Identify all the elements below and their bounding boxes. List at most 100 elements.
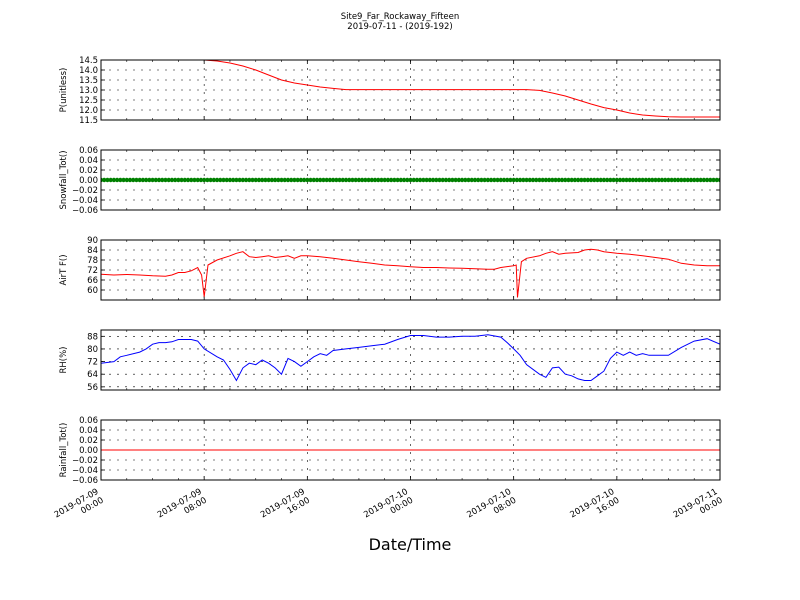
snowfall-point <box>446 177 452 183</box>
panel-4: −0.06−0.04−0.020.000.020.040.06 Rainfall_… <box>59 416 721 486</box>
y-tick-label: 84 <box>87 246 98 256</box>
snowfall-point <box>453 177 458 183</box>
snowfall-point <box>521 177 526 183</box>
snowfall-point <box>211 177 217 183</box>
snowfall-point <box>156 177 162 183</box>
y-tick-label: 78 <box>87 256 98 266</box>
snowfall-point <box>160 177 165 183</box>
snowfall-point <box>195 177 200 183</box>
snowfall-point <box>411 177 416 183</box>
snowfall-point <box>640 177 645 183</box>
snowfall-point <box>569 177 574 183</box>
snowfall-point <box>308 177 313 183</box>
series-line-0 <box>101 60 720 118</box>
y-tick-label: 72 <box>87 358 98 368</box>
y-tick-label: −0.04 <box>72 196 98 206</box>
snowfall-point <box>301 177 307 183</box>
snowfall-point <box>237 177 242 183</box>
snowfall-point <box>430 177 436 183</box>
axes-frame <box>100 329 721 391</box>
snowfall-point <box>266 177 271 183</box>
snowfall-point <box>102 177 107 183</box>
snowfall-point <box>337 177 342 183</box>
snowfall-point <box>617 177 623 183</box>
snowfall-point <box>221 177 226 183</box>
snowfall-point <box>621 177 626 183</box>
snowfall-point <box>350 177 355 183</box>
snowfall-point <box>324 177 329 183</box>
snowfall-point <box>540 177 545 183</box>
snowfall-point <box>408 177 413 183</box>
snowfall-point <box>530 177 536 183</box>
snowfall-point <box>201 177 207 183</box>
snowfall-point <box>247 177 252 183</box>
snowfall-point <box>669 177 674 183</box>
snowfall-point <box>321 177 326 183</box>
snowfall-point <box>630 177 636 183</box>
snowfall-point <box>124 177 129 183</box>
snowfall-point <box>627 177 632 183</box>
y-axis-label: AirT F() <box>59 254 69 285</box>
snowfall-point <box>369 177 375 183</box>
snowfall-point <box>656 177 661 183</box>
snowfall-point <box>385 177 391 183</box>
snowfall-point <box>359 177 365 183</box>
snowfall-point <box>685 177 690 183</box>
y-tick-label: −0.02 <box>72 186 98 196</box>
y-tick-label: 0.06 <box>79 146 98 156</box>
snowfall-point <box>459 177 465 183</box>
snowfall-point <box>485 177 491 183</box>
snowfall-point <box>479 177 484 183</box>
y-tick-label: 64 <box>87 370 98 380</box>
series-line-3 <box>101 334 720 382</box>
snowfall-point <box>495 177 500 183</box>
snowfall-point <box>285 177 291 183</box>
snowfall-point <box>405 177 410 183</box>
y-tick-label: 72 <box>87 266 98 276</box>
snowfall-point <box>704 177 710 183</box>
snowfall-point <box>476 177 481 183</box>
snowfall-point <box>637 177 642 183</box>
snowfall-point <box>598 177 603 183</box>
snowfall-point <box>366 177 371 183</box>
snowfall-point <box>601 177 607 183</box>
y-tick-label: 80 <box>87 345 98 355</box>
snowfall-point <box>295 177 300 183</box>
snowfall-point <box>166 177 171 183</box>
snowfall-point <box>443 177 449 183</box>
snowfall-point <box>134 177 139 183</box>
snowfall-point <box>218 177 223 183</box>
x-axis-label: Date/Time <box>369 535 452 554</box>
y-tick-label: 0.04 <box>79 156 98 166</box>
snowfall-point <box>147 177 152 183</box>
y-tick-label: 12.0 <box>79 106 98 116</box>
snowfall-point <box>456 177 462 183</box>
snowfall-point <box>566 177 571 183</box>
y-tick-label: 0.06 <box>79 416 98 426</box>
y-tick-label: 0.02 <box>79 436 98 446</box>
y-tick-label: 90 <box>87 236 98 246</box>
snowfall-point <box>688 177 694 183</box>
snowfall-point <box>537 177 542 183</box>
x-tick-label: 2019-07-0908:00 <box>156 487 209 529</box>
snowfall-point <box>318 177 323 183</box>
snowfall-point <box>692 177 697 183</box>
snowfall-point <box>534 177 539 183</box>
snowfall-point <box>205 177 210 183</box>
snowfall-point <box>514 177 520 183</box>
snowfall-point <box>550 177 555 183</box>
snowfall-point <box>666 177 671 183</box>
y-tick-label: −0.06 <box>72 476 98 486</box>
y-tick-label: −0.04 <box>72 466 98 476</box>
x-tick-label: 2019-07-1016:00 <box>569 487 622 529</box>
snowfall-point <box>659 177 665 183</box>
snowfall-point <box>501 177 507 183</box>
y-axis-label: RH(%) <box>59 346 69 373</box>
snowfall-point <box>643 177 649 183</box>
snowfall-point <box>463 177 468 183</box>
snowfall-point <box>282 177 287 183</box>
snowfall-point <box>488 177 494 183</box>
snowfall-point <box>108 177 113 183</box>
x-tick-label: 2019-07-0900:00 <box>53 487 106 529</box>
snowfall-point <box>182 177 188 183</box>
